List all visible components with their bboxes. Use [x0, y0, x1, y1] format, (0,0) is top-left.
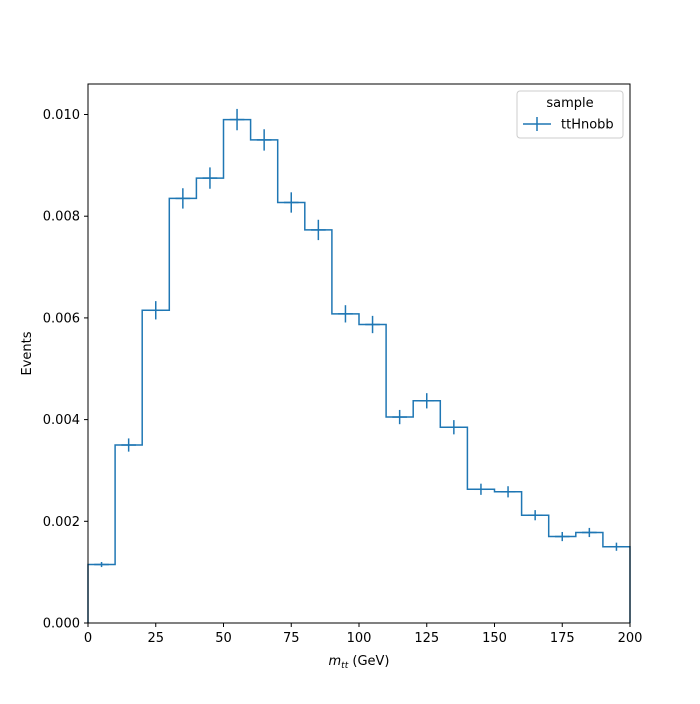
y-tick-label: 0.006 — [43, 311, 80, 326]
legend-title: sample — [546, 96, 593, 111]
y-tick-label: 0.008 — [43, 210, 80, 225]
x-tick-label: 25 — [147, 631, 164, 646]
x-tick-label: 0 — [84, 631, 92, 646]
legend-label: ttHnobb — [561, 118, 614, 133]
histogram-step-line — [87, 118, 631, 623]
x-tick-label: 125 — [414, 631, 439, 646]
plot-frame — [87, 83, 631, 624]
y-axis-label: Events — [20, 331, 35, 375]
y-tick-label: 0.000 — [43, 617, 80, 632]
x-tick-label: 150 — [482, 631, 507, 646]
x-axis-label: mtt (GeV) — [329, 654, 390, 671]
y-tick-label: 0.004 — [43, 413, 80, 428]
y-tick-label: 0.002 — [43, 515, 80, 530]
y-tick-label: 0.010 — [43, 108, 80, 123]
x-tick-label: 200 — [618, 631, 643, 646]
x-tick-label: 175 — [550, 631, 575, 646]
x-tick-label: 50 — [215, 631, 232, 646]
legend-box — [516, 90, 624, 139]
x-tick-label: 100 — [347, 631, 372, 646]
x-tick-label: 75 — [283, 631, 300, 646]
